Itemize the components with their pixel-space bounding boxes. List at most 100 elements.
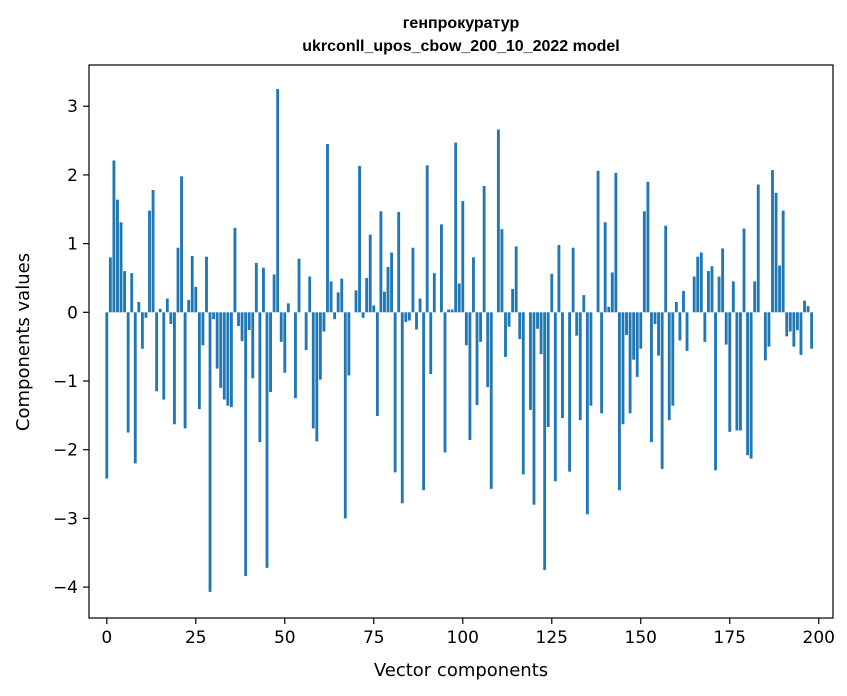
bar-189 [778,265,782,313]
bar-70 [354,290,358,313]
bar-88 [418,298,422,313]
bar-193 [792,312,796,347]
bar-79 [386,266,390,313]
bar-44 [262,267,265,313]
bar-73 [365,277,369,313]
bar-30 [212,312,216,320]
bar-92 [432,273,436,313]
bar-40 [247,312,251,331]
bar-196 [803,300,806,313]
bar-36 [233,227,237,313]
bar-8 [133,312,137,464]
bar-57 [308,276,312,313]
bar-42 [254,262,258,313]
bar-58 [311,312,315,429]
bar-112 [504,312,507,357]
bar-106 [482,185,486,313]
bar-72 [361,312,365,318]
bar-1 [108,257,112,313]
bar-11 [144,312,148,318]
bar-96 [447,309,450,313]
bar-16 [162,312,166,400]
bar-114 [511,288,515,313]
bar-41 [251,312,255,379]
bar-22 [183,312,187,429]
bar-61 [322,312,326,332]
bar-151 [642,211,646,313]
bar-126 [553,312,557,482]
bar-98 [454,142,458,313]
bar-49 [279,312,283,342]
x-tick-label: 175 [714,628,746,648]
bar-39 [244,312,248,577]
bar-107 [486,312,490,388]
bar-187 [771,170,774,313]
bar-131 [571,247,575,313]
bar-180 [746,312,749,456]
bar-63 [329,281,333,313]
bar-143 [614,172,618,313]
bar-113 [507,312,511,327]
bar-120 [532,312,536,505]
bar-152 [646,181,650,313]
bar-186 [767,312,771,347]
bar-139 [600,312,604,414]
bar-110 [496,129,500,313]
bar-125 [550,273,554,313]
bar-62 [326,144,329,313]
bar-166 [696,256,700,313]
bar-168 [703,312,707,342]
x-tick-label: 25 [185,628,207,648]
x-axis-label: Vector components [374,660,548,681]
bar-116 [518,312,522,340]
bar-185 [763,312,767,361]
bar-87 [415,312,418,330]
bar-162 [682,291,685,313]
bar-26 [197,312,201,410]
bar-6 [126,312,130,433]
bar-169 [706,271,710,313]
bar-24 [190,255,194,313]
bar-2 [112,160,116,313]
bar-195 [799,312,803,355]
bar-175 [728,312,732,432]
bar-140 [603,222,607,313]
bar-23 [187,299,191,313]
y-tick-label: −2 [53,441,78,461]
y-axis-ticks: −4 −3 −2 −1 0 1 2 3 [53,97,89,598]
bar-0 [105,312,109,479]
bar-145 [621,312,625,425]
bar-111 [500,229,504,313]
bar-18 [169,312,173,324]
bar-159 [671,312,675,406]
x-tick-label: 75 [363,628,385,648]
x-tick-label: 200 [803,628,835,648]
bar-21 [180,176,183,313]
x-axis-ticks: 0 25 50 75 100 125 150 175 200 [101,618,835,648]
bar-86 [411,247,415,313]
bar-68 [347,312,351,376]
bar-158 [667,312,671,421]
bar-17 [165,298,169,313]
bar-179 [742,228,746,313]
bar-20 [176,247,180,313]
bar-197 [806,306,810,313]
x-tick-label: 100 [447,628,479,648]
y-tick-label: 3 [67,97,78,117]
bar-194 [795,312,799,331]
bar-45 [265,312,269,568]
bar-71 [358,165,361,313]
bar-163 [685,312,689,351]
bar-173 [721,248,725,313]
bar-38 [240,312,244,342]
bar-25 [194,286,198,313]
bar-54 [297,258,301,313]
bar-9 [137,302,141,313]
bar-119 [528,312,532,410]
bar-182 [753,281,757,313]
bar-105 [479,312,483,342]
y-tick-label: −4 [53,578,78,598]
bar-15 [158,308,162,313]
bar-181 [749,312,753,459]
bar-108 [489,312,493,489]
